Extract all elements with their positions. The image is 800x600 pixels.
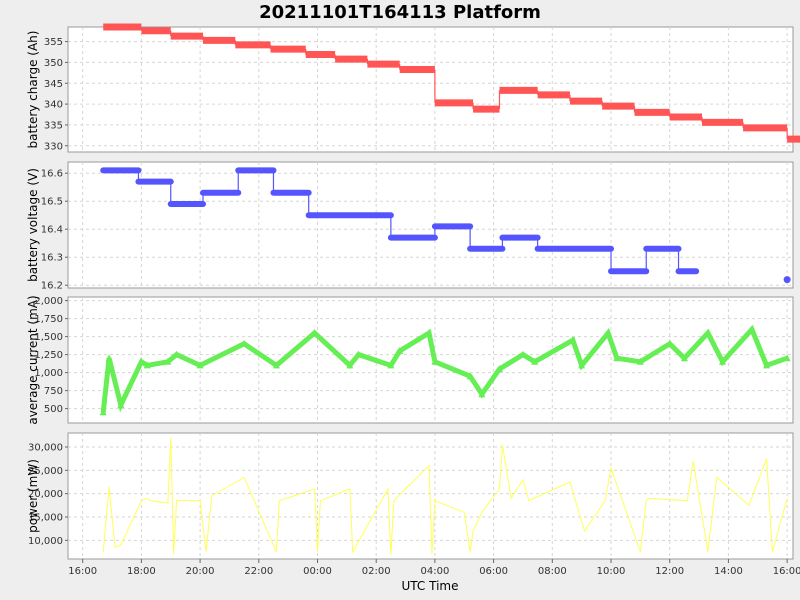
- y-tick-label: 10,000: [28, 536, 63, 547]
- data-point: [466, 372, 474, 380]
- y-tick-label: 500: [44, 404, 63, 415]
- data-point: [240, 339, 248, 347]
- series-battery-charge: [103, 23, 800, 143]
- data-point: [272, 361, 280, 369]
- data-point: [604, 329, 612, 336]
- data-point: [387, 361, 395, 369]
- x-tick-label: 10:00: [597, 566, 626, 577]
- x-axis-label: UTC Time: [402, 579, 459, 593]
- y-tick-label: 16.6: [41, 169, 63, 180]
- x-tick-label: 16:00: [68, 566, 97, 577]
- series-line: [100, 324, 788, 413]
- data-point: [763, 361, 771, 369]
- y-tick-label: 1,250: [34, 350, 63, 361]
- y-tick-label: 30,000: [28, 443, 63, 454]
- data-point: [719, 357, 727, 365]
- data-point: [143, 361, 151, 369]
- panel-background: [67, 161, 794, 289]
- chart-title: 20211101T164113 Platform: [259, 2, 541, 23]
- panel-battery-charge: 330 335 340 345 350 355 battery charge (Ah): [26, 23, 800, 153]
- x-tick-label: 22:00: [244, 566, 273, 577]
- y-tick-label: 750: [44, 386, 63, 397]
- x-tick-label: 16:00: [773, 566, 800, 577]
- series-line: [102, 437, 788, 556]
- chart-panels: 330 335 340 345 350 355 battery charge (Ah) 16.…: [26, 23, 800, 560]
- y-tick-label: 1,750: [34, 314, 63, 325]
- y-tick-label: 355: [44, 37, 63, 48]
- data-point: [636, 357, 644, 365]
- x-tick-label: 20:00: [186, 566, 215, 577]
- x-tick-label: 06:00: [479, 566, 508, 577]
- y-tick-label: 345: [44, 79, 63, 90]
- panel-background: [67, 26, 794, 153]
- y-tick-label: 16.3: [41, 253, 63, 264]
- x-tick-label: 14:00: [714, 566, 743, 577]
- data-point: [346, 361, 354, 369]
- series-average-current: [99, 324, 791, 416]
- x-tick-label: 04:00: [420, 566, 449, 577]
- series-battery-voltage: [100, 167, 791, 284]
- y-tick-label: 350: [44, 58, 63, 69]
- data-point: [519, 350, 527, 358]
- data-point: [117, 401, 125, 408]
- x-axis-ticks: 16:00 18:00 20:00 22:00 00:00 02:00 04:00 06:00…: [68, 559, 800, 577]
- y-tick-label: 340: [44, 100, 63, 111]
- data-point: [495, 365, 503, 372]
- data-point: [396, 347, 404, 354]
- y-tick-label: 1,500: [34, 332, 63, 343]
- data-point: [173, 350, 181, 358]
- data-point: [569, 336, 577, 344]
- data-point: [531, 357, 539, 365]
- y-axis-label-power: power (mW): [26, 459, 40, 533]
- x-tick-label: 18:00: [127, 566, 156, 577]
- data-point: [613, 354, 621, 362]
- x-tick-label: 02:00: [362, 566, 391, 577]
- y-tick-label: 330: [44, 141, 63, 152]
- data-point: [105, 354, 113, 362]
- y-axis-label-battery-charge: battery charge (Ah): [26, 31, 40, 149]
- y-axis-label-average-current: average current (mA): [26, 295, 40, 424]
- y-tick-label: 1,000: [34, 368, 63, 379]
- y-tick-label: 16.5: [41, 197, 63, 208]
- x-tick-label: 12:00: [655, 566, 684, 577]
- data-point: [431, 357, 439, 365]
- y-tick-label: 15,000: [28, 513, 63, 524]
- y-tick-label: 16.4: [41, 225, 63, 236]
- data-point: [783, 276, 791, 284]
- x-tick-label: 08:00: [538, 566, 567, 577]
- data-point: [680, 354, 688, 362]
- data-point: [137, 357, 145, 365]
- data-point: [478, 390, 486, 398]
- series-power: [102, 437, 788, 556]
- data-point: [164, 357, 172, 365]
- data-point: [748, 325, 756, 333]
- y-tick-label: 2,000: [34, 296, 63, 307]
- data-point: [578, 361, 586, 369]
- y-tick-label: 335: [44, 120, 63, 131]
- data-point: [355, 350, 363, 358]
- y-tick-label: 20,000: [28, 489, 63, 500]
- data-point: [425, 329, 433, 336]
- y-tick-label: 25,000: [28, 466, 63, 477]
- data-point: [311, 329, 319, 336]
- data-point: [704, 329, 712, 336]
- data-point: [783, 354, 791, 362]
- x-tick-label: 00:00: [303, 566, 332, 577]
- y-tick-label: 16.2: [41, 281, 63, 292]
- panel-power: 10,000 15,000 20,000 25,000 30,000 power (mW): [26, 432, 794, 560]
- y-axis-label-battery-voltage: battery voltage (V): [26, 168, 40, 282]
- data-point: [666, 339, 674, 347]
- data-point: [196, 361, 204, 369]
- data-point: [99, 408, 107, 416]
